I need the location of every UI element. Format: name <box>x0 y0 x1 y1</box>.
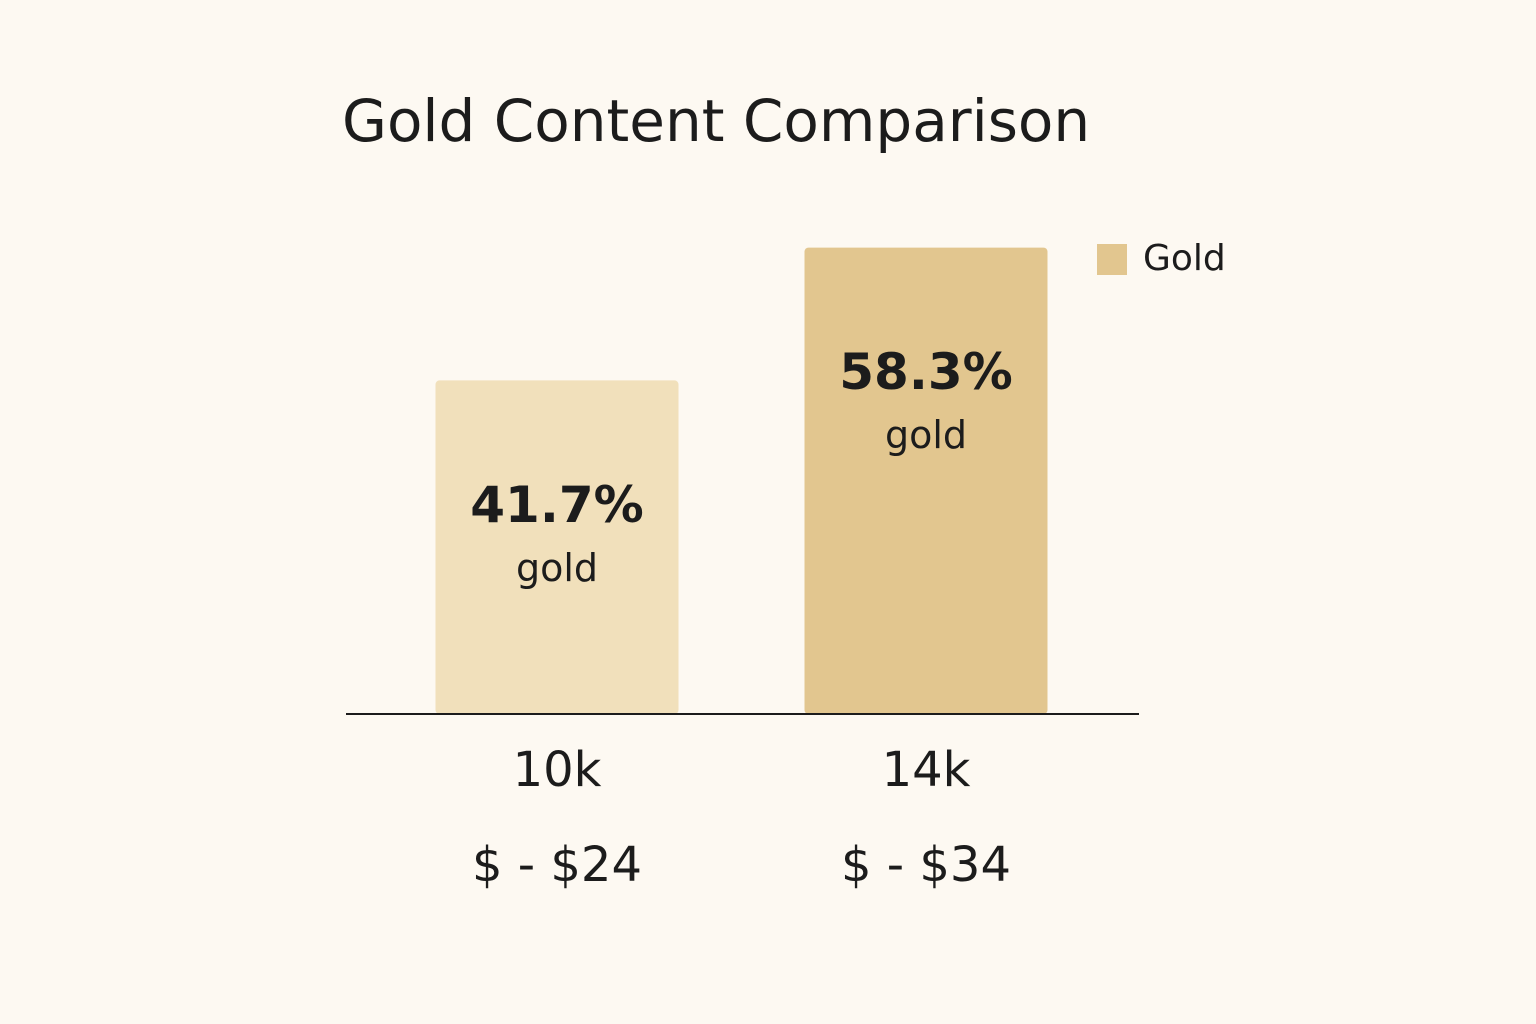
data-label-unit: gold <box>885 413 967 457</box>
chart-title: Gold Content Comparison <box>342 87 1090 155</box>
legend-label: Gold <box>1143 238 1226 279</box>
bar <box>804 247 1048 714</box>
legend-swatch <box>1097 244 1127 275</box>
price-label: $ - $24 <box>472 837 642 893</box>
data-label: 41.7% <box>470 476 643 534</box>
x-tick-label: 14k <box>882 742 971 798</box>
data-label: 58.3% <box>839 343 1012 401</box>
x-tick-label: 10k <box>513 742 602 798</box>
bar <box>435 380 679 714</box>
price-label: $ - $34 <box>841 837 1011 893</box>
data-label-unit: gold <box>516 546 598 590</box>
